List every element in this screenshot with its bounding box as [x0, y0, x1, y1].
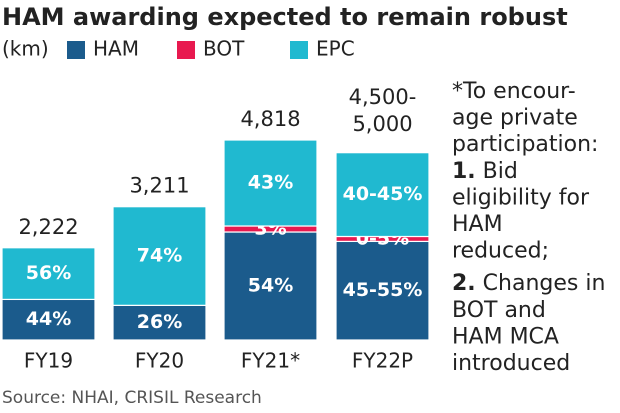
legend-label: EPC — [316, 37, 355, 61]
bar-segment — [223, 139, 318, 227]
bar-segment — [1, 298, 96, 341]
bar-segment — [112, 206, 207, 306]
note-text: age private — [452, 106, 578, 131]
legend-label: BOT — [203, 37, 245, 61]
note-text: BOT and — [452, 298, 546, 323]
legend-swatch — [177, 41, 195, 59]
segment-label: 54% — [248, 275, 293, 297]
unit-label: (km) — [2, 37, 49, 61]
note-text: introduced — [452, 351, 570, 376]
x-tick-label: FY21* — [241, 349, 300, 373]
legend-swatch — [290, 41, 308, 59]
total-label: 3,211 — [129, 174, 189, 198]
bar-segment — [1, 247, 96, 301]
note-line: introduced — [452, 351, 570, 376]
x-tick-label: FY20 — [135, 349, 184, 373]
segment-label: 56% — [26, 262, 71, 284]
note-line: 1. Bid — [452, 159, 518, 184]
legend-swatch — [67, 41, 85, 59]
total-label: 5,000 — [352, 112, 412, 136]
note-line: BOT and — [452, 298, 546, 323]
total-label: 4,818 — [240, 107, 300, 131]
chart-title: HAM awarding expected to remain robust — [2, 3, 568, 31]
x-tick-label: FY19 — [24, 349, 73, 373]
note-text: HAM — [452, 212, 503, 237]
note-number: 2. — [452, 271, 476, 296]
note-line: *To encour- — [452, 79, 576, 104]
note-number: 1. — [452, 159, 476, 184]
note-text: reduced; — [452, 239, 549, 264]
note-line: HAM — [452, 212, 503, 237]
segment-label: 43% — [248, 172, 293, 194]
note-text: HAM MCA — [452, 324, 559, 349]
note-line: reduced; — [452, 239, 549, 264]
note-line: age private — [452, 106, 578, 131]
segment-label: 74% — [137, 245, 182, 267]
total-label: 2,222 — [18, 215, 78, 239]
note-text: Changes in — [476, 271, 606, 296]
source: Source: NHAI, CRISIL Research — [2, 388, 262, 408]
note-text: Bid — [476, 159, 518, 184]
x-tick-label: FY22P — [352, 349, 413, 373]
segment-label: 26% — [137, 311, 182, 333]
legend-label: HAM — [93, 37, 139, 61]
bar-segment — [335, 240, 430, 341]
segment-label: 44% — [26, 308, 71, 330]
note-text: participation: — [452, 132, 598, 157]
note-line: eligibility for — [452, 185, 590, 210]
note-text: eligibility for — [452, 185, 590, 210]
total-label: 4,500- — [349, 85, 417, 109]
bar-segment — [335, 152, 430, 238]
segment-label: 40-45% — [343, 183, 423, 205]
note-line: HAM MCA — [452, 324, 559, 349]
note-line: 2. Changes in — [452, 271, 605, 296]
note-text: *To encour- — [452, 79, 576, 104]
note-line: participation: — [452, 132, 598, 157]
segment-label: 45-55% — [343, 279, 423, 301]
bar-segment — [223, 231, 318, 341]
